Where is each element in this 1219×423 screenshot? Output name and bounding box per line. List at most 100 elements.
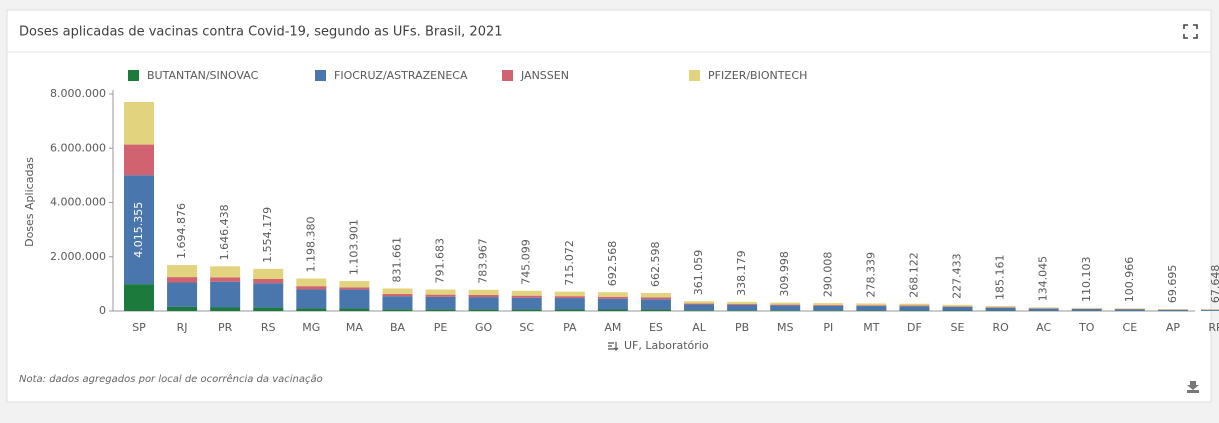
bar-segment bbox=[899, 306, 929, 310]
bar-label: 1.554.179 bbox=[261, 207, 274, 263]
bar-segment bbox=[943, 305, 973, 306]
bar-segment bbox=[339, 309, 369, 311]
x-tick-label: SP bbox=[132, 321, 146, 334]
x-tick-label: DF bbox=[907, 321, 922, 334]
bar-segment bbox=[943, 306, 973, 307]
bar-segment bbox=[382, 296, 412, 309]
bar-segment bbox=[469, 309, 499, 311]
bar-segment bbox=[770, 303, 800, 305]
y-tick-label: 4.000.000 bbox=[50, 196, 106, 209]
bar-segment bbox=[210, 277, 240, 281]
bar-segment bbox=[469, 290, 499, 295]
legend-label: PFIZER/BIONTECH bbox=[708, 69, 807, 82]
bar-segment bbox=[727, 302, 757, 304]
bar-label: 268.122 bbox=[907, 252, 920, 298]
bar-segment bbox=[253, 308, 283, 311]
x-tick-label: CE bbox=[1123, 321, 1138, 334]
x-tick-label: RR bbox=[1208, 321, 1219, 334]
x-tick-label: RS bbox=[261, 321, 276, 334]
x-tick-label: TO bbox=[1078, 321, 1095, 334]
bar-segment bbox=[899, 305, 929, 306]
x-tick-label: RO bbox=[992, 321, 1009, 334]
bar-segment bbox=[813, 306, 843, 311]
bar-segment bbox=[512, 291, 542, 296]
x-tick-label: PB bbox=[735, 321, 749, 334]
bar-segment bbox=[512, 296, 542, 298]
bar-label: 1.103.901 bbox=[347, 219, 360, 275]
legend-swatch bbox=[128, 70, 139, 81]
y-axis-title: Doses Aplicadas bbox=[23, 157, 36, 247]
bar-segment bbox=[641, 310, 671, 311]
y-tick-label: 8.000.000 bbox=[50, 87, 106, 100]
bar-segment bbox=[426, 309, 456, 311]
bar-segment bbox=[339, 281, 369, 287]
bar-segment bbox=[598, 299, 628, 310]
bar-label: 67.648 bbox=[1209, 265, 1219, 304]
bar-segment bbox=[339, 287, 369, 289]
bar-segment bbox=[986, 308, 1016, 311]
bar-segment bbox=[1115, 308, 1145, 309]
bar-segment bbox=[555, 309, 585, 311]
bar-segment bbox=[1072, 309, 1102, 311]
bar-segment bbox=[598, 297, 628, 299]
bar-segment bbox=[684, 310, 714, 311]
x-tick-label: GO bbox=[475, 321, 493, 334]
bar-segment bbox=[813, 310, 843, 311]
bar-segment bbox=[684, 305, 714, 311]
bar-segment bbox=[856, 310, 886, 311]
x-tick-label: SC bbox=[519, 321, 534, 334]
bar-label: 185.161 bbox=[994, 254, 1007, 300]
bar-segment bbox=[770, 310, 800, 311]
legend-label: FIOCRUZ/ASTRAZENECA bbox=[334, 69, 468, 82]
bar-segment bbox=[641, 293, 671, 297]
bar-segment bbox=[555, 298, 585, 309]
bar-segment bbox=[124, 284, 154, 311]
bar-segment bbox=[899, 310, 929, 311]
bar-segment bbox=[469, 297, 499, 309]
bar-segment bbox=[210, 307, 240, 311]
bar-label: 4.015.355 bbox=[132, 202, 145, 258]
legend-label: BUTANTAN/SINOVAC bbox=[147, 69, 259, 82]
bar-label: 134.045 bbox=[1037, 256, 1050, 302]
bar-label: 338.179 bbox=[735, 250, 748, 296]
bar-segment bbox=[598, 310, 628, 311]
bar-segment bbox=[943, 307, 973, 311]
bar-segment bbox=[1072, 308, 1102, 309]
chart-title: Doses aplicadas de vacinas contra Covid-… bbox=[19, 25, 503, 40]
bar-segment bbox=[512, 309, 542, 311]
bar-label: 361.059 bbox=[692, 250, 705, 296]
bar-label: 1.646.438 bbox=[218, 204, 231, 260]
x-tick-label: MT bbox=[863, 321, 879, 334]
y-tick-label: 0 bbox=[99, 304, 106, 317]
bar-segment bbox=[555, 296, 585, 298]
bar-segment bbox=[641, 299, 671, 309]
x-tick-label: MS bbox=[777, 321, 793, 334]
bar-segment bbox=[770, 305, 800, 306]
bar-segment bbox=[253, 283, 283, 307]
x-tick-label: AL bbox=[692, 321, 707, 334]
bar-label: 692.568 bbox=[606, 241, 619, 287]
bar-segment bbox=[512, 298, 542, 310]
x-axis-title: UF, Laboratório bbox=[624, 339, 709, 352]
legend-label: JANSSEN bbox=[520, 69, 569, 82]
bar-label: 100.966 bbox=[1123, 257, 1136, 303]
bar-segment bbox=[1115, 309, 1145, 311]
bar-segment bbox=[727, 305, 757, 310]
bar-label: 791.683 bbox=[434, 238, 447, 284]
x-tick-label: SE bbox=[951, 321, 965, 334]
x-tick-label: AC bbox=[1036, 321, 1051, 334]
bar-segment bbox=[167, 283, 197, 307]
x-tick-label: PR bbox=[218, 321, 233, 334]
bar-segment bbox=[813, 303, 843, 305]
bar-segment bbox=[167, 277, 197, 282]
y-tick-label: 2.000.000 bbox=[50, 250, 106, 263]
bar-segment bbox=[727, 310, 757, 311]
bar-segment bbox=[469, 295, 499, 297]
x-tick-label: PE bbox=[434, 321, 448, 334]
bar-label: 278.339 bbox=[864, 252, 877, 298]
bar-label: 110.103 bbox=[1080, 257, 1093, 303]
bar-segment bbox=[167, 307, 197, 311]
bar-segment bbox=[296, 279, 326, 287]
